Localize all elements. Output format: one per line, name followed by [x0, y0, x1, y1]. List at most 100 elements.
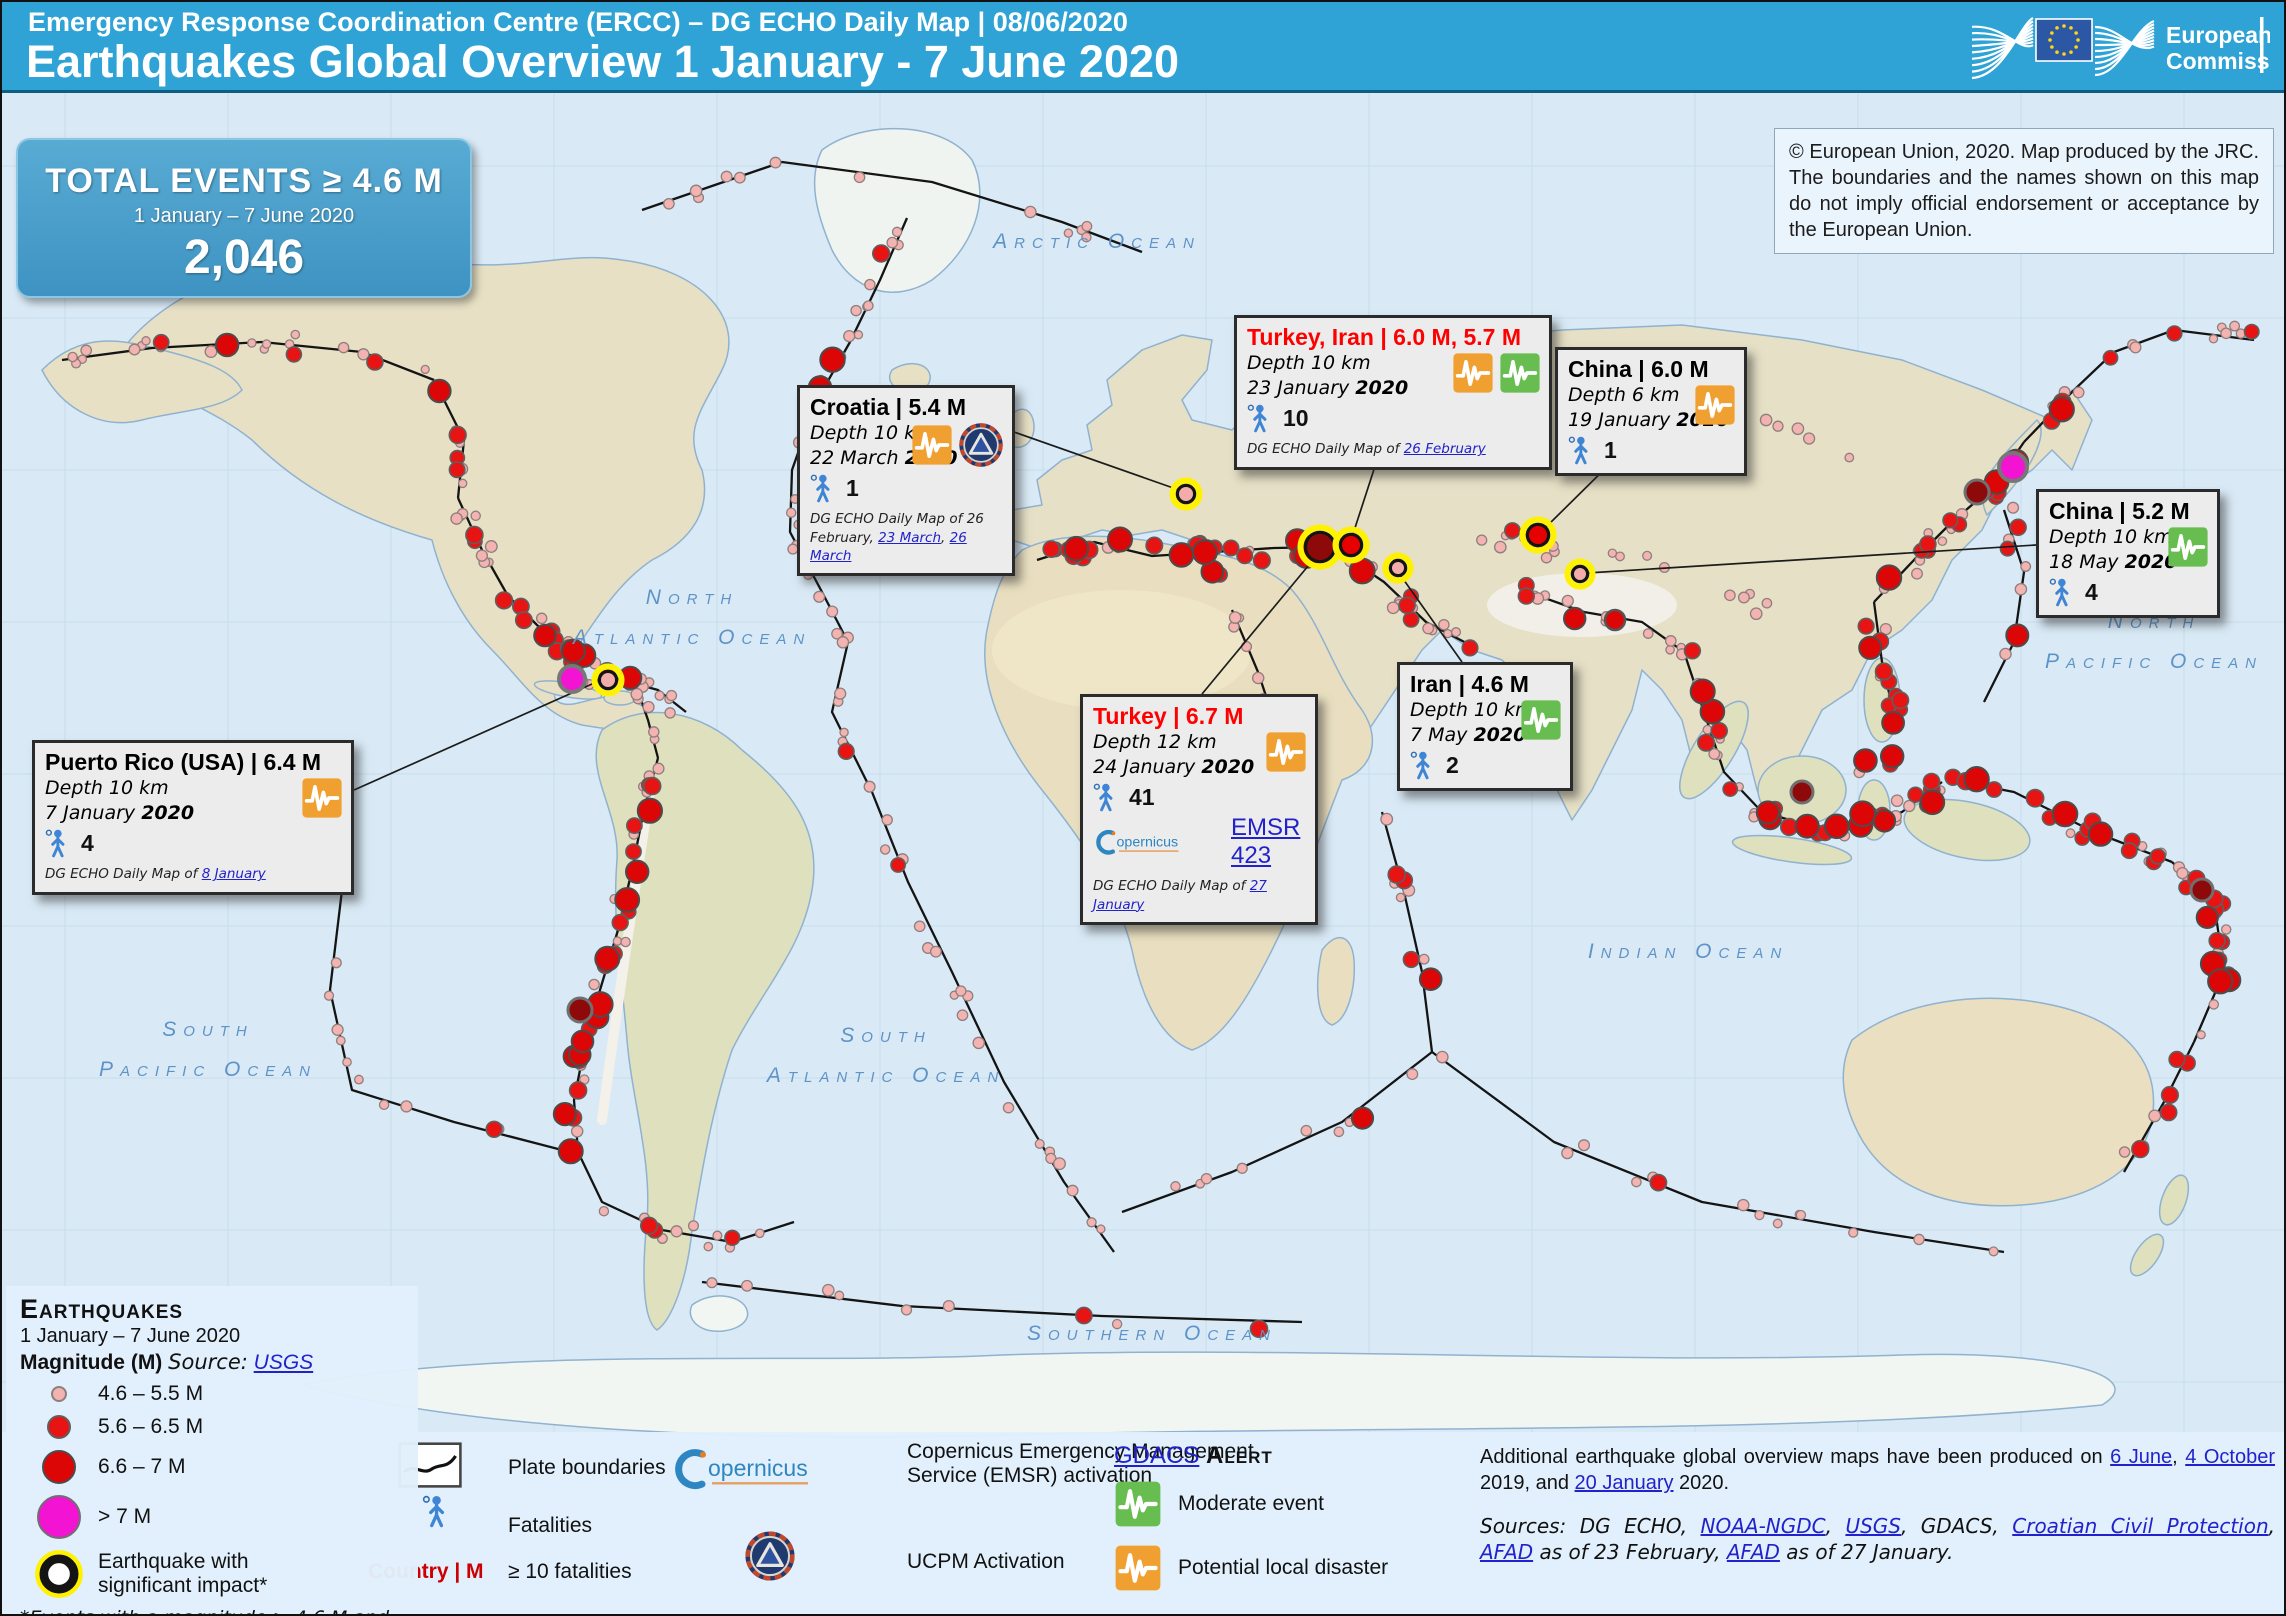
map-date-link[interactable]: 20 January [1574, 1472, 1674, 1495]
earthquake-dot [1874, 662, 1893, 681]
total-events-value: 2,046 [183, 231, 305, 284]
earthquake-dot [1937, 536, 1948, 547]
daily-map-link[interactable]: 23 March [878, 529, 942, 546]
daily-map-link[interactable]: 8 January [201, 866, 266, 883]
earthquake-dot [285, 346, 303, 363]
source-link[interactable]: AFAD [1726, 1540, 1780, 1565]
earthquake-dot [1395, 892, 1406, 903]
earthquake-dot [1236, 1162, 1248, 1174]
earthquake-dot [457, 478, 468, 489]
earthquake-dot [1903, 799, 1916, 813]
earthquake-dot [2009, 518, 2027, 537]
magnitude-row: Earthquake with significant impact* [20, 1548, 406, 1600]
earthquake-dot [214, 332, 240, 358]
gdacs-link[interactable]: GDACS [1114, 1442, 1200, 1469]
earthquake-dot [1075, 1306, 1093, 1325]
callout-title: Turkey, Iran | 6.0 M, 5.7 M [1247, 324, 1522, 350]
earthquake-dot [1665, 644, 1675, 655]
earthquake-dot [323, 990, 335, 1001]
earthquake-dot [67, 351, 78, 363]
earthquake-dot [1333, 1126, 1345, 1138]
earthquake-dot [2159, 1103, 2178, 1122]
earthquake-dot [557, 1138, 584, 1165]
earthquake-dot [614, 887, 641, 913]
earthquake-dot [1563, 606, 1587, 631]
source-link[interactable]: Croatian Civil Protection [2012, 1513, 2269, 1538]
fatalities-row: 4 [45, 828, 341, 858]
earthquake-dot [1107, 526, 1133, 553]
earthquake-dot [2020, 561, 2032, 572]
magnitude-row: 6.6 – 7 M [20, 1448, 406, 1486]
source-link[interactable]: AFAD [1480, 1540, 1534, 1565]
earthquake-dot [1913, 1233, 1925, 1246]
emsr-link[interactable]: EMSR 423 [1231, 814, 1301, 870]
earthquake-dot [357, 348, 370, 361]
earthquake-dot [378, 1099, 390, 1111]
earthquake-dot [1081, 231, 1092, 243]
earthquake-dot [1577, 1139, 1591, 1152]
earthquake-dot [720, 170, 733, 183]
earthquake-dot [2102, 349, 2119, 366]
earthquake-dot [1985, 781, 2003, 798]
earthquake-dot [2207, 968, 2234, 995]
earthquake-dot [625, 843, 642, 860]
map-date-link[interactable]: 6 June [2110, 1446, 2173, 1468]
earthquake-dot [1191, 539, 1218, 566]
significant-impact-ring [1564, 558, 1596, 590]
magnitude-dot-icon [20, 1413, 98, 1441]
earthquake-dot [2220, 327, 2232, 340]
earthquake-dot [2196, 1030, 2206, 1040]
source-link[interactable]: USGS [1845, 1513, 1901, 1538]
map-date-link[interactable]: 4 October [2185, 1446, 2275, 1468]
earthquake-dot [448, 461, 466, 479]
source-link[interactable]: NOAA-NGDC [1700, 1513, 1826, 1538]
earthquake-dot [891, 226, 903, 238]
earthquake-dot [2120, 842, 2138, 860]
earthquake-dot [1791, 422, 1805, 436]
earthquake-dot [570, 1125, 584, 1138]
leader-line [1201, 553, 1319, 695]
earthquake-dot [2005, 623, 2030, 648]
fatalities-count: 1 [1604, 436, 1617, 463]
fatalities-icon [1093, 782, 1117, 812]
earthquake-dot [331, 1023, 344, 1036]
earthquake-dot [1450, 627, 1462, 638]
earthquake-dot [733, 171, 746, 184]
earthquake-dot [1689, 678, 1716, 705]
callout-footer: DG ECHO Daily Map of 26 February [1247, 441, 1486, 458]
fatalities-row: 1 [1568, 435, 1734, 465]
earthquake-legend-title: Earthquakes [20, 1294, 184, 1324]
earthquake-dot [1823, 813, 1850, 840]
daily-map-link[interactable]: 27 January [1093, 878, 1267, 913]
earthquake-dot [813, 590, 826, 603]
earthquake-dot [1435, 1050, 1449, 1064]
earthquake-dot [2208, 999, 2220, 1010]
earthquake-dot [353, 1074, 364, 1085]
earthquake-dot-major [566, 996, 594, 1024]
earthquake-dot [1880, 744, 1905, 769]
earthquake-dot [1350, 1106, 1375, 1130]
earthquake-dot [484, 540, 498, 553]
fatalities-row: 41 [1093, 782, 1305, 812]
copernicus-label: Copernicus Emergency Management Service … [907, 1440, 1254, 1487]
earthquake-dot [152, 333, 170, 351]
earthquake-dot [741, 1279, 753, 1292]
earthquake-dot [1168, 542, 1195, 568]
daily-map-link[interactable]: 26 February [1403, 441, 1486, 458]
earthquake-dot [769, 156, 782, 169]
page-title: Earthquakes Global Overview 1 January - … [26, 36, 1180, 87]
earthquake-dot [853, 330, 864, 340]
fatalities-row: 2 [1410, 750, 1560, 780]
daily-map-link[interactable]: 26 March [810, 529, 967, 564]
callout-date: 23 January 2020 [1247, 376, 1409, 399]
earthquake-legend-range: 1 January – 7 June 2020 [20, 1325, 241, 1347]
earthquake-dot [1063, 535, 1090, 562]
fatalities-row: 1 [810, 473, 1002, 503]
earthquake-dot [535, 612, 548, 625]
earthquake-dot [850, 304, 862, 317]
callout-box-china-5-2: China | 5.2 M Depth 10 km 18 May 2020 4 [2036, 489, 2220, 619]
earthquake-dot [843, 329, 856, 343]
earthquake-dot [2025, 788, 2045, 808]
usgs-link[interactable]: USGS [253, 1351, 314, 1374]
european-commission-logo: European Commission [1970, 5, 2284, 90]
